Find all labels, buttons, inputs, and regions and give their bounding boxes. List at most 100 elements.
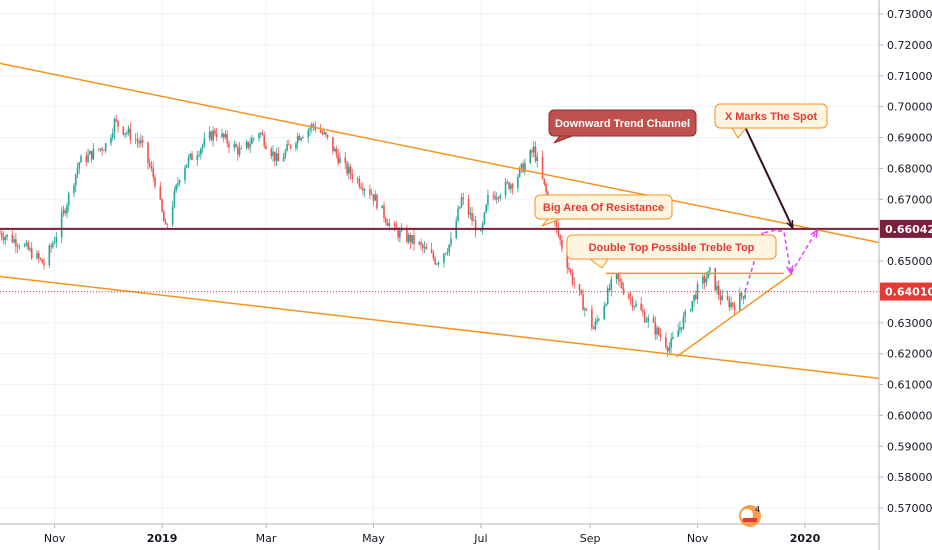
candle-body	[4, 236, 7, 241]
candle-body	[744, 294, 746, 299]
callout-double-top-possible-treble-top[interactable]: Double Top Possible Treble Top	[566, 234, 777, 269]
candle-body	[178, 180, 181, 184]
candle-body	[695, 294, 697, 300]
callout-downward-trend-channel[interactable]: Downward Trend Channel	[548, 109, 697, 144]
candle-body	[152, 168, 155, 177]
candle-body	[141, 140, 144, 143]
candle-body	[129, 128, 132, 140]
candle-body	[499, 195, 502, 198]
candle-body	[370, 194, 373, 196]
candle-body	[742, 296, 745, 299]
rising-support-line[interactable]	[675, 272, 794, 358]
candle-body	[185, 164, 188, 168]
price-tick-label: 0.65000	[887, 255, 932, 268]
candle-body	[721, 295, 724, 301]
candle-body	[423, 247, 426, 248]
candle-body	[628, 293, 630, 299]
candle-body	[48, 245, 51, 266]
candle-body	[376, 194, 378, 209]
candle-body	[245, 141, 248, 149]
candle-body	[29, 248, 31, 250]
candle-body	[140, 140, 142, 144]
candle-body	[733, 305, 736, 311]
candle-body	[709, 267, 711, 272]
candle-body	[605, 304, 607, 306]
candle-body	[591, 309, 593, 328]
candle-body	[437, 262, 440, 265]
candle-body	[173, 190, 176, 206]
callout-text: Double Top Possible Treble Top	[589, 242, 755, 254]
candle-body	[235, 144, 237, 148]
candle-body	[319, 129, 322, 133]
price-tick-label: 0.59000	[887, 440, 932, 453]
candle-body	[240, 148, 243, 150]
candle-body	[384, 218, 387, 223]
candle-body	[534, 146, 537, 161]
candle-body	[726, 295, 729, 300]
candle-body	[643, 312, 646, 323]
candle-body	[679, 327, 681, 331]
candle-body	[381, 205, 384, 209]
candle-body	[406, 229, 408, 242]
candle-body	[258, 133, 260, 139]
candle-body	[154, 176, 156, 187]
candle-body	[272, 151, 274, 157]
candle-body	[383, 205, 385, 219]
channel-top-line[interactable]	[0, 62, 880, 244]
candle-body	[347, 166, 350, 174]
candle-body	[460, 197, 463, 207]
resistance-price-badge	[880, 219, 932, 238]
candle-body	[288, 144, 290, 146]
candle-body	[510, 184, 512, 190]
candle-body	[654, 322, 657, 335]
candle-body	[531, 150, 533, 153]
candle-body	[608, 288, 611, 290]
candle-body	[444, 253, 447, 255]
candle-body	[111, 133, 114, 138]
candle-body	[189, 153, 192, 158]
channel-bottom-line[interactable]	[0, 275, 880, 380]
candle-body	[282, 157, 285, 162]
candle-body	[122, 126, 125, 135]
candle-body	[545, 183, 547, 193]
candle-body	[150, 166, 153, 169]
candle-body	[273, 151, 276, 161]
candle-body	[532, 146, 535, 153]
candle-body	[739, 292, 741, 311]
candle-body	[50, 245, 52, 248]
candle-body	[645, 321, 648, 323]
candle-body	[249, 144, 251, 148]
candle-body	[325, 132, 327, 135]
candle-body	[233, 144, 236, 148]
candle-body	[25, 242, 28, 245]
callout-big-area-of-resistance[interactable]: Big Area Of Resistance	[534, 194, 673, 227]
candle-body	[43, 263, 45, 266]
candle-body	[569, 269, 572, 273]
candle-body	[339, 157, 341, 164]
candle-body	[18, 246, 21, 248]
candle-body	[691, 301, 694, 311]
callout-x-marks-the-spot[interactable]: X Marks The Spot	[714, 103, 828, 139]
price-axis[interactable]: 0.57000 0.58000 0.59000 0.60000 0.61000 0.620…	[879, 8, 932, 515]
candle-body	[497, 197, 500, 199]
annotation-callouts: Downward Trend Channel X Marks The Spot Bi…	[534, 103, 828, 269]
candle-body	[677, 330, 679, 337]
candle-body	[684, 310, 687, 317]
candle-body	[66, 205, 68, 214]
candle-body	[400, 229, 403, 231]
projection-arrowhead	[810, 228, 819, 239]
candle-body	[221, 133, 223, 137]
candle-body	[717, 285, 720, 296]
price-tick-label: 0.63000	[887, 317, 932, 330]
candle-body	[52, 243, 54, 248]
candle-body	[518, 167, 521, 177]
candle-body	[78, 162, 81, 169]
current-price-badge	[880, 282, 932, 301]
candle-body	[425, 247, 428, 250]
candle-body	[171, 205, 174, 225]
candle-body	[524, 162, 526, 173]
candle-body	[458, 206, 461, 209]
time-axis[interactable]: Nov 2019 Mar May Jul Sep Nov 2020	[44, 524, 821, 545]
candle-body	[481, 223, 484, 231]
